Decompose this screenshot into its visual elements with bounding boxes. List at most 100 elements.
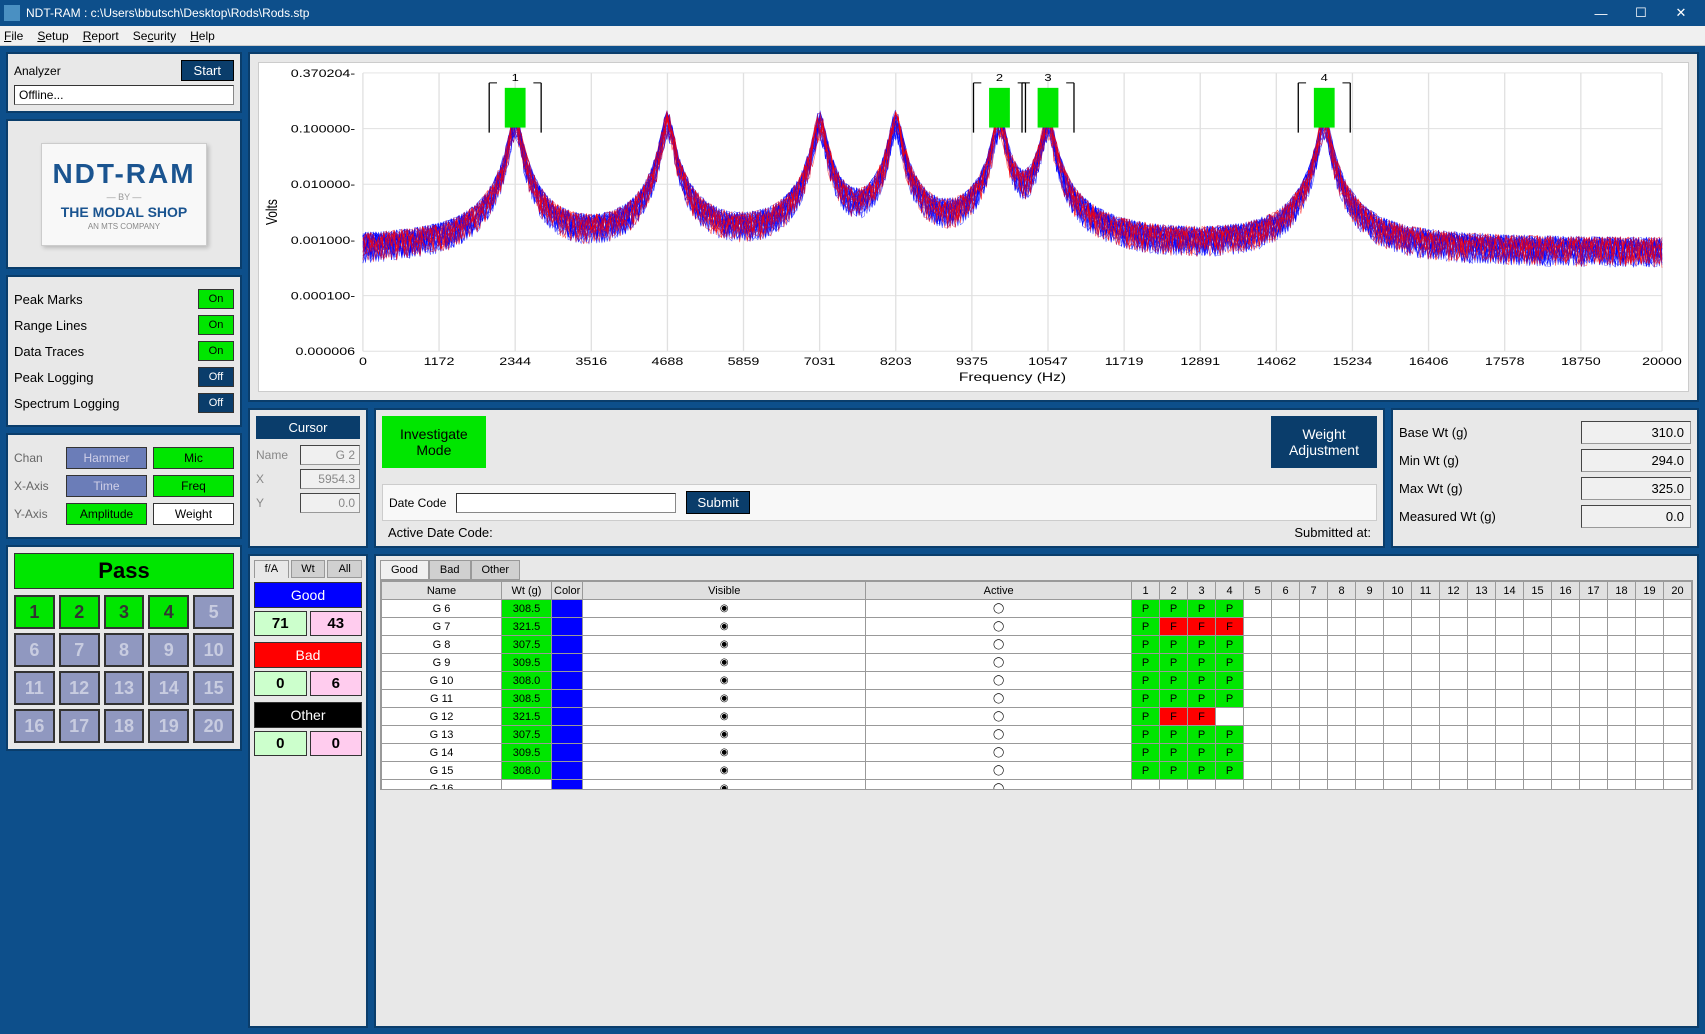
toggle-label-2: Data Traces [14, 344, 84, 359]
svg-text:Frequency (Hz): Frequency (Hz) [959, 370, 1066, 384]
logo-shop: THE MODAL SHOP [52, 204, 195, 220]
minimize-button[interactable]: — [1581, 2, 1621, 24]
fa-tab-f-a[interactable]: f/A [254, 560, 289, 578]
table-row[interactable]: G 13307.5◉◯PPPP [382, 726, 1692, 744]
axis-chan-mic[interactable]: Mic [153, 447, 234, 469]
table-row[interactable]: G 8307.5◉◯PPPP [382, 636, 1692, 654]
toggle-peak-logging[interactable]: Off [198, 367, 234, 387]
number-cell-10[interactable]: 10 [193, 633, 234, 667]
number-cell-9[interactable]: 9 [148, 633, 189, 667]
table-row[interactable]: G 16◉◯ [382, 780, 1692, 791]
svg-text:18750: 18750 [1561, 355, 1601, 368]
bad-category-button[interactable]: Bad [254, 642, 362, 668]
maximize-button[interactable]: ☐ [1621, 2, 1661, 24]
table-row[interactable]: G 12321.5◉◯PFF [382, 708, 1692, 726]
col-header: 13 [1468, 582, 1496, 600]
svg-text:15234: 15234 [1333, 355, 1373, 368]
axis-y-amplitude[interactable]: Amplitude [66, 503, 147, 525]
table-row[interactable]: G 9309.5◉◯PPPP [382, 654, 1692, 672]
menu-help[interactable]: Help [190, 29, 215, 43]
table-row[interactable]: G 6308.5◉◯PPPP [382, 600, 1692, 618]
col-header: Visible [583, 582, 866, 600]
number-cell-19[interactable]: 19 [148, 709, 189, 743]
cursor-y-label: Y [256, 496, 296, 510]
measured-wt-value: 0.0 [1581, 505, 1691, 528]
window-title: NDT-RAM : c:\Users\bbutsch\Desktop\Rods\… [26, 6, 1581, 20]
start-button[interactable]: Start [181, 60, 234, 81]
number-cell-6[interactable]: 6 [14, 633, 55, 667]
axis-x-time[interactable]: Time [66, 475, 147, 497]
good-count-1: 71 [254, 611, 307, 636]
weight-panel: Base Wt (g)310.0 Min Wt (g)294.0 Max Wt … [1391, 408, 1699, 548]
toggle-spectrum-logging[interactable]: Off [198, 393, 234, 413]
number-cell-16[interactable]: 16 [14, 709, 55, 743]
number-cell-8[interactable]: 8 [104, 633, 145, 667]
fa-tab-wt[interactable]: Wt [291, 560, 326, 578]
axis-x-freq[interactable]: Freq [153, 475, 234, 497]
svg-text:11719: 11719 [1105, 355, 1144, 368]
svg-text:0.001000-: 0.001000- [291, 234, 355, 247]
menu-file[interactable]: File [4, 29, 23, 43]
investigate-mode-button[interactable]: InvestigateMode [382, 416, 486, 468]
number-cell-14[interactable]: 14 [148, 671, 189, 705]
svg-text:1: 1 [512, 73, 519, 83]
weight-adjustment-button[interactable]: WeightAdjustment [1271, 416, 1377, 468]
number-grid: 1234567891011121314151617181920 [14, 595, 234, 743]
spectrum-chart[interactable]: 0117223443516468858597031820393751054711… [258, 62, 1689, 392]
max-wt-value: 325.0 [1581, 477, 1691, 500]
table-tab-bad[interactable]: Bad [429, 560, 471, 580]
col-header: 5 [1244, 582, 1272, 600]
good-category-button[interactable]: Good [254, 582, 362, 608]
table-tab-good[interactable]: Good [380, 560, 429, 580]
col-header: 12 [1440, 582, 1468, 600]
table-row[interactable]: G 11308.5◉◯PPPP [382, 690, 1692, 708]
table-row[interactable]: G 10308.0◉◯PPPP [382, 672, 1692, 690]
axis-chan-label: Chan [14, 451, 60, 465]
number-cell-7[interactable]: 7 [59, 633, 100, 667]
svg-text:3516: 3516 [575, 355, 607, 368]
number-cell-12[interactable]: 12 [59, 671, 100, 705]
menu-report[interactable]: Report [83, 29, 119, 43]
submit-button[interactable]: Submit [686, 491, 749, 514]
other-category-button[interactable]: Other [254, 702, 362, 728]
menu-setup[interactable]: Setup [37, 29, 68, 43]
date-code-input[interactable] [456, 493, 676, 513]
toggle-peak-marks[interactable]: On [198, 289, 234, 309]
number-cell-1[interactable]: 1 [14, 595, 55, 629]
number-cell-4[interactable]: 4 [148, 595, 189, 629]
toggle-range-lines[interactable]: On [198, 315, 234, 335]
menu-bar: File Setup Report Security Help [0, 26, 1705, 46]
center-panel: InvestigateMode WeightAdjustment Date Co… [374, 408, 1385, 548]
measured-wt-label: Measured Wt (g) [1399, 509, 1496, 524]
number-cell-18[interactable]: 18 [104, 709, 145, 743]
col-header: 11 [1412, 582, 1440, 600]
number-cell-5[interactable]: 5 [193, 595, 234, 629]
number-cell-17[interactable]: 17 [59, 709, 100, 743]
app-icon [4, 5, 20, 21]
good-count-2: 43 [310, 611, 363, 636]
fa-tab-all[interactable]: All [327, 560, 362, 578]
table-tab-other[interactable]: Other [471, 560, 521, 580]
toggle-data-traces[interactable]: On [198, 341, 234, 361]
axis-chan-hammer[interactable]: Hammer [66, 447, 147, 469]
close-button[interactable]: ✕ [1661, 2, 1701, 24]
table-row[interactable]: G 14309.5◉◯PPPP [382, 744, 1692, 762]
number-cell-13[interactable]: 13 [104, 671, 145, 705]
menu-security[interactable]: Security [133, 29, 176, 43]
cursor-name-label: Name [256, 448, 296, 462]
number-cell-2[interactable]: 2 [59, 595, 100, 629]
svg-text:14062: 14062 [1256, 355, 1296, 368]
axis-y-weight[interactable]: Weight [153, 503, 234, 525]
svg-text:4: 4 [1321, 73, 1329, 83]
col-header: 10 [1384, 582, 1412, 600]
col-header: 18 [1608, 582, 1636, 600]
number-cell-20[interactable]: 20 [193, 709, 234, 743]
logo-by: — BY — [52, 192, 195, 202]
number-cell-3[interactable]: 3 [104, 595, 145, 629]
svg-text:20000: 20000 [1642, 355, 1682, 368]
table-row[interactable]: G 7321.5◉◯PFFF [382, 618, 1692, 636]
number-cell-11[interactable]: 11 [14, 671, 55, 705]
table-row[interactable]: G 15308.0◉◯PPPP [382, 762, 1692, 780]
number-cell-15[interactable]: 15 [193, 671, 234, 705]
col-header: 2 [1160, 582, 1188, 600]
